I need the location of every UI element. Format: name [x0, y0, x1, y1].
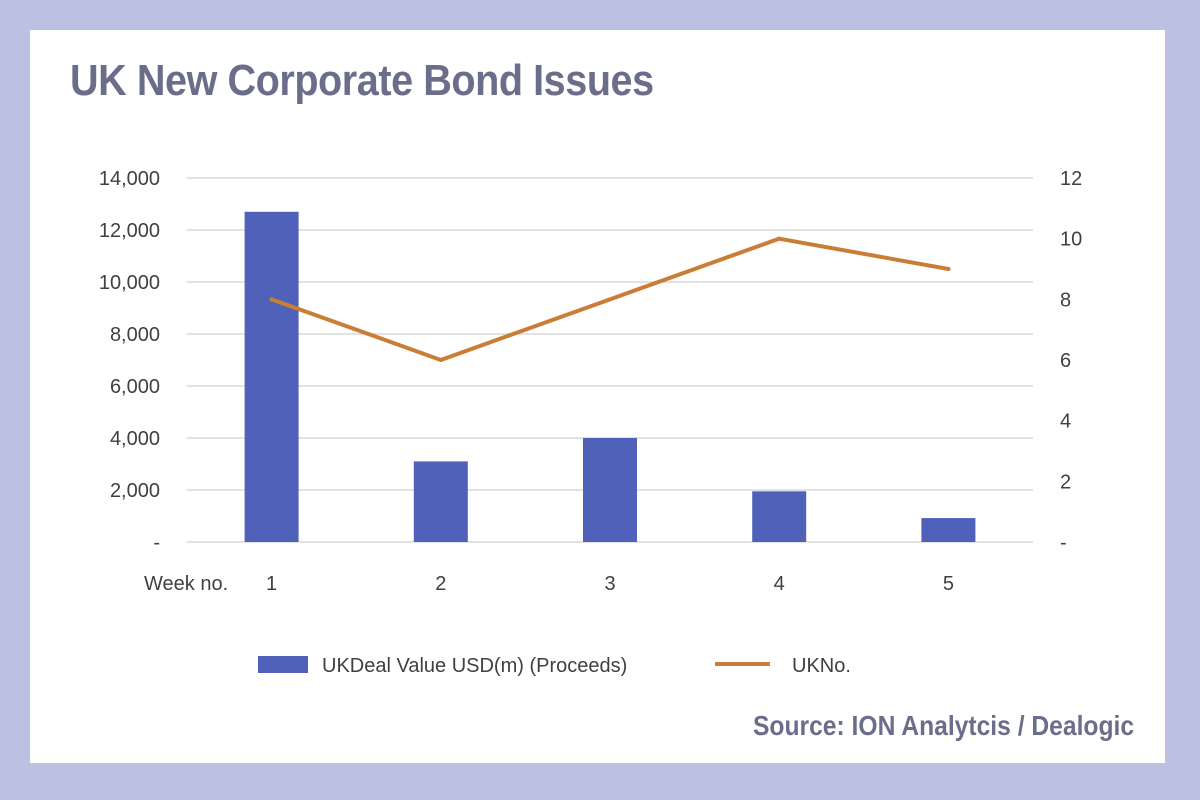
x-tick-label: 2: [435, 573, 446, 595]
line-series: [269, 236, 951, 362]
line-point: [777, 236, 782, 241]
x-tick-label: 5: [943, 573, 954, 595]
x-tick-label: 3: [604, 573, 615, 595]
bar: [244, 211, 299, 543]
line-point: [269, 297, 274, 302]
right-tick-label: -: [1060, 532, 1067, 554]
line-point: [946, 267, 951, 271]
left-tick-label: 2,000: [110, 480, 160, 502]
left-axis-ticks: - 2,000 4,000 6,000 8,000 10,000 12,000 14,000: [99, 168, 160, 554]
bar: [921, 518, 976, 542]
left-tick-label: -: [153, 532, 160, 554]
left-tick-label: 12,000: [99, 220, 160, 242]
bar: [752, 491, 807, 542]
left-tick-label: 14,000: [99, 168, 160, 190]
bar: [413, 461, 468, 542]
chart-card: UK New Corporate Bond Issues - 2,000 4,000…: [30, 30, 1165, 763]
right-axis-ticks: - 2 4 6 8 10 12: [1060, 168, 1082, 554]
x-axis-label: Week no.: [144, 573, 228, 595]
x-axis-ticks: 1 2 3 4 5: [266, 573, 954, 595]
legend-swatch-bar: [258, 656, 308, 673]
right-tick-label: 2: [1060, 471, 1071, 493]
left-tick-label: 10,000: [99, 272, 160, 294]
bar-series: [244, 211, 976, 543]
right-tick-label: 6: [1060, 350, 1071, 372]
legend-label-bar: UKDeal Value USD(m) (Proceeds): [322, 655, 627, 677]
right-tick-label: 10: [1060, 229, 1082, 251]
left-tick-label: 6,000: [110, 376, 160, 398]
right-tick-label: 12: [1060, 168, 1082, 190]
legend: UKDeal Value USD(m) (Proceeds) UKNo.: [258, 655, 851, 677]
source-note: Source: ION Analytcis / Dealogic: [752, 710, 1134, 741]
x-tick-label: 4: [774, 573, 785, 595]
line-point: [438, 358, 443, 362]
right-tick-label: 4: [1060, 411, 1071, 433]
left-tick-label: 8,000: [110, 324, 160, 346]
left-tick-label: 4,000: [110, 428, 160, 450]
line-point: [608, 297, 612, 302]
bar: [583, 438, 637, 542]
x-tick-label: 1: [266, 573, 277, 595]
chart-title: UK New Corporate Bond Issues: [70, 56, 654, 105]
legend-label-line: UKNo.: [792, 655, 851, 677]
combo-chart: -2,0004,0006,0008,00010,00012,00014,000 …: [99, 168, 1082, 677]
right-tick-label: 8: [1060, 289, 1071, 311]
